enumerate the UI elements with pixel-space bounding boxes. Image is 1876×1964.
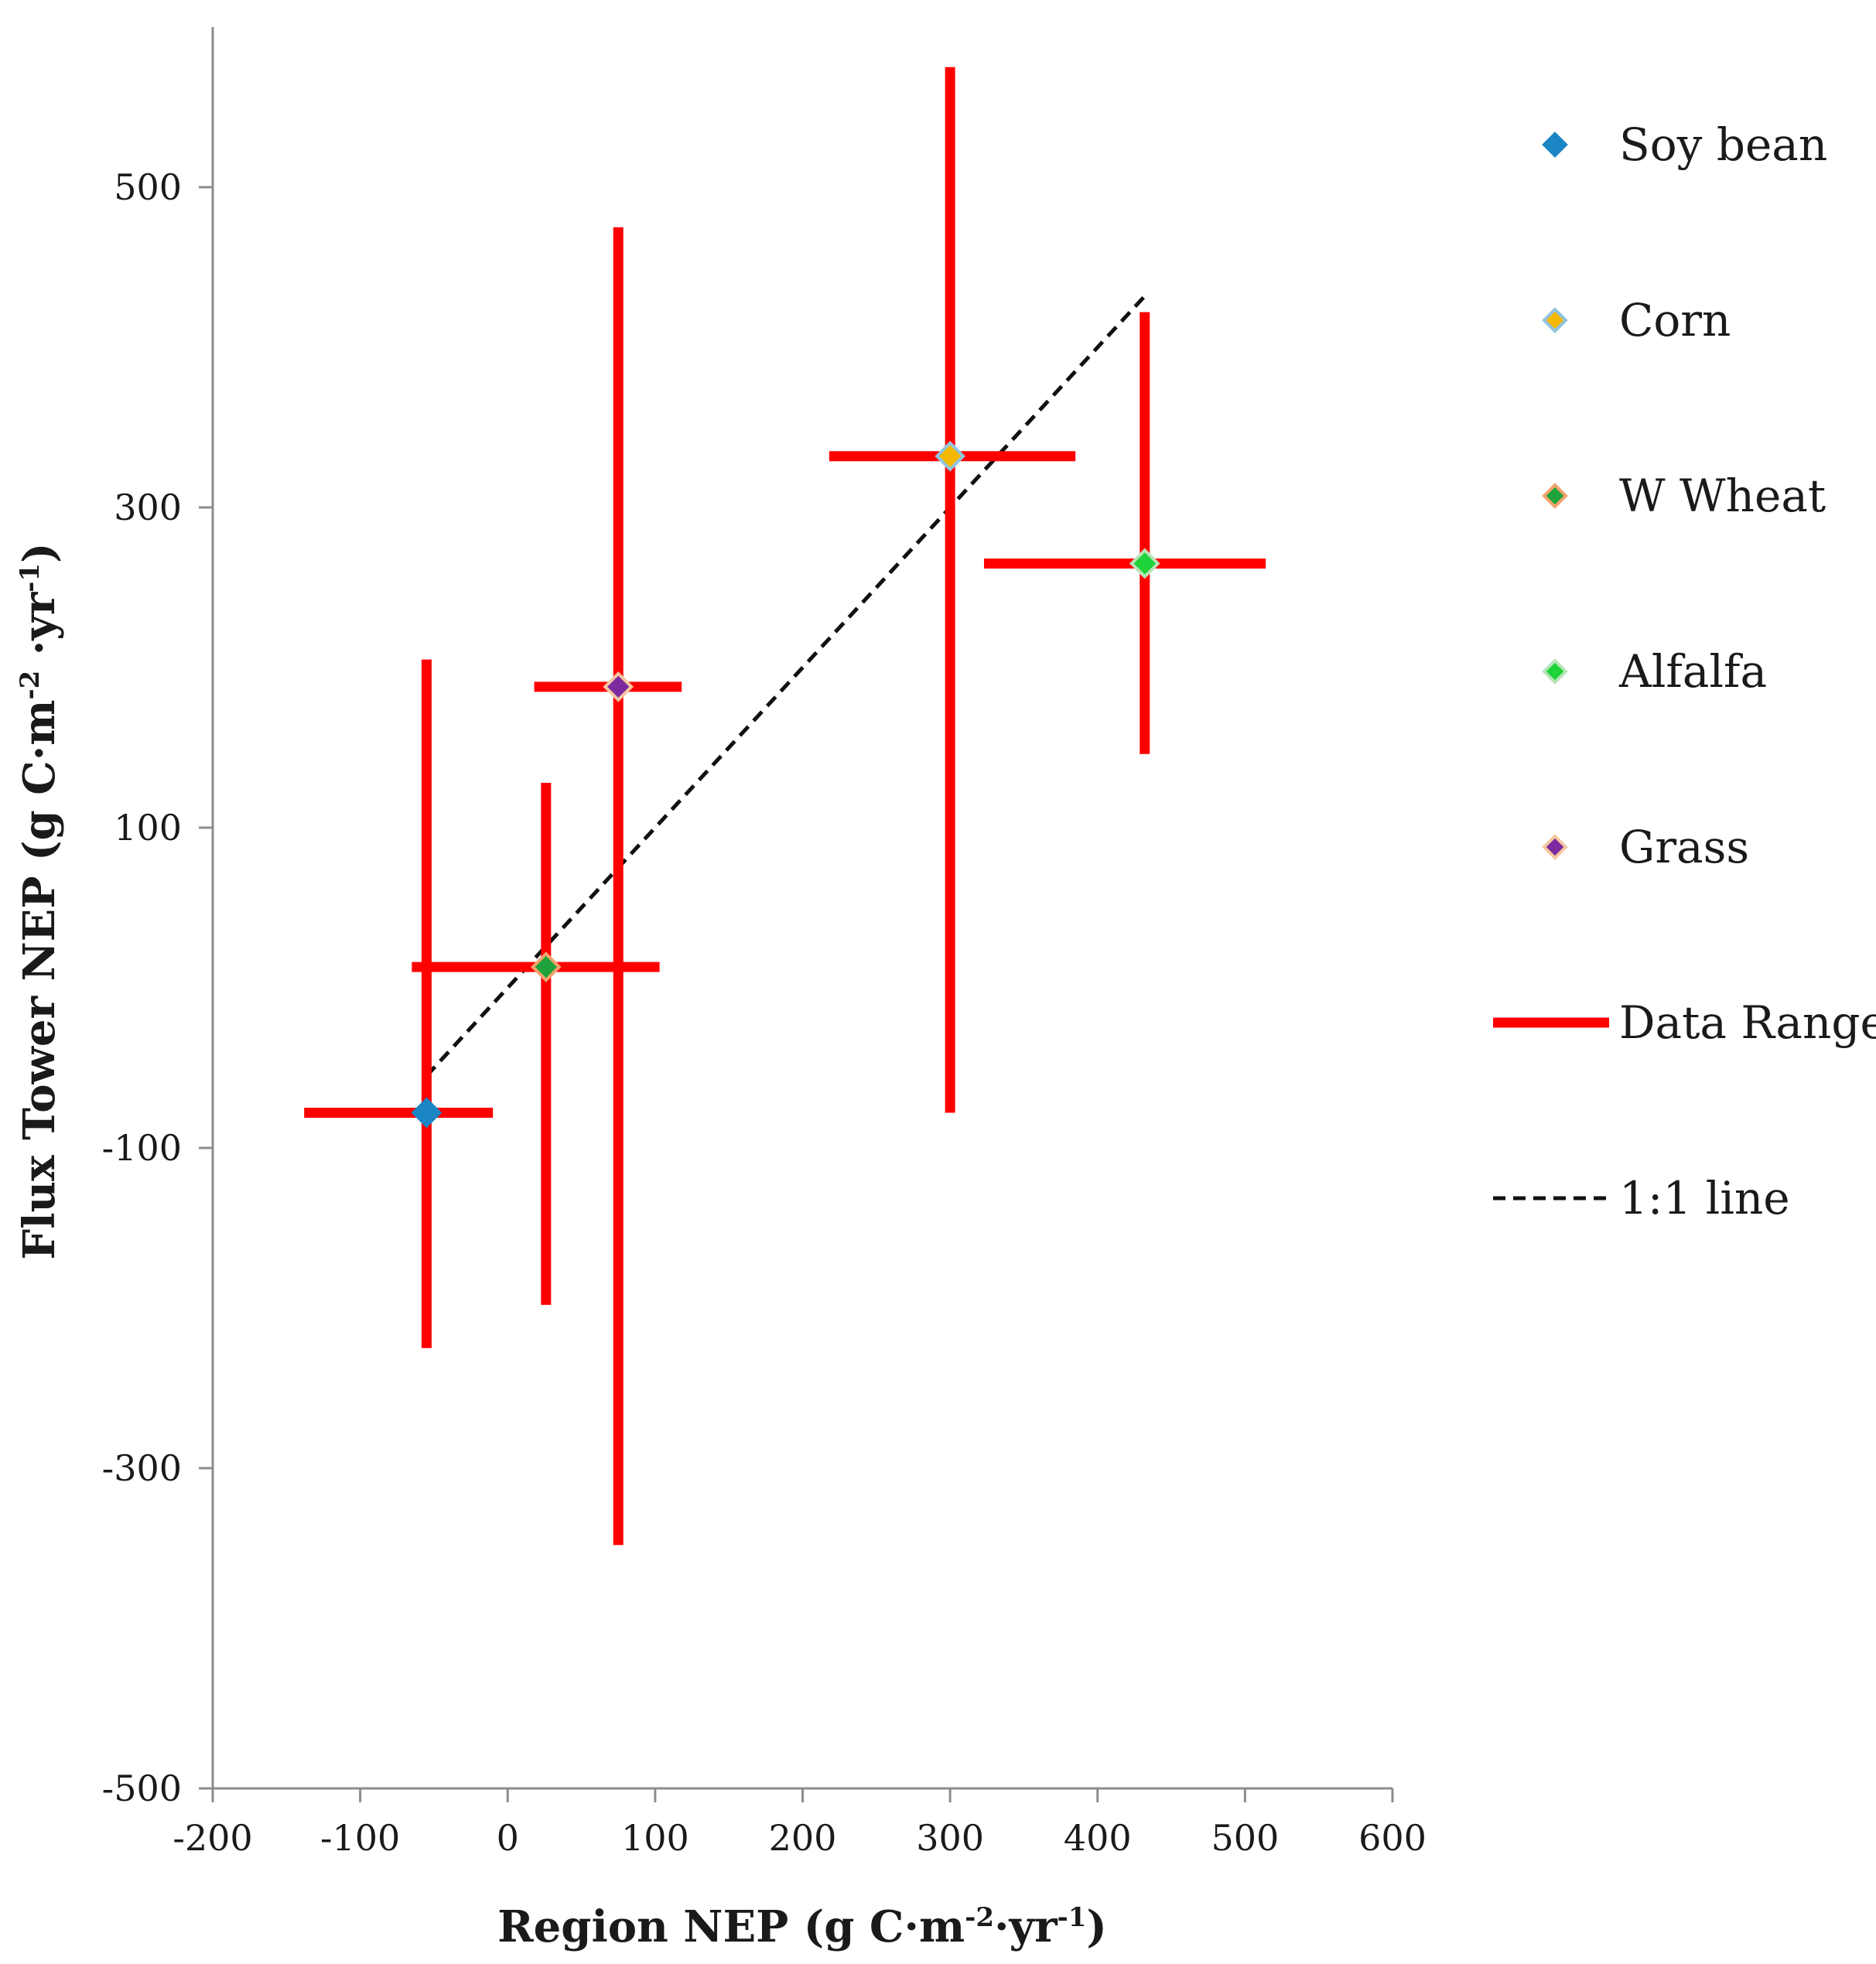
x-tick-label: -200	[173, 1817, 252, 1859]
y-tick-label: 300	[114, 487, 182, 528]
legend-label-alfalfa: Alfalfa	[1618, 645, 1767, 698]
x-tick-label: 100	[621, 1817, 689, 1859]
y-tick-label: -100	[102, 1127, 182, 1169]
legend-marker-w-wheat	[1542, 483, 1568, 509]
legend-label-soy-bean: Soy bean	[1619, 118, 1827, 171]
legend-label-grass: Grass	[1619, 821, 1749, 873]
x-tick-label: 300	[916, 1817, 984, 1859]
x-tick-label: -100	[320, 1817, 400, 1859]
one-to-one-line-group	[425, 295, 1146, 1078]
axes: -200 -100 0 100 200 300 400 500 600 -500 -300 -100…	[102, 27, 1427, 1859]
one-to-one-line	[425, 295, 1146, 1078]
x-tick-label: 200	[769, 1817, 837, 1859]
x-tick-label: 600	[1358, 1817, 1427, 1859]
point-alfalfa	[1129, 548, 1160, 579]
point-grass	[603, 671, 634, 702]
point-corn	[935, 440, 965, 472]
legend-label-data-range: Data Range	[1619, 996, 1876, 1049]
legend-marker-corn	[1542, 307, 1568, 333]
x-tick-label: 0	[497, 1817, 519, 1859]
legend-label-w-wheat: W Wheat	[1619, 470, 1826, 522]
y-tick-label: -500	[102, 1768, 182, 1809]
x-tick-label: 400	[1064, 1817, 1132, 1859]
x-axis-title: Region NEP (g C·m-2·yr-1)	[497, 1901, 1107, 1952]
legend-marker-alfalfa	[1542, 658, 1568, 685]
legend-marker-grass	[1542, 834, 1568, 860]
legend-label-corn: Corn	[1619, 294, 1731, 347]
y-tick-label: 100	[114, 807, 182, 849]
legend: Soy bean Corn W Wheat Alfalfa Grass Data Rang…	[1493, 118, 1876, 1225]
legend-label-1-1-line: 1:1 line	[1619, 1172, 1790, 1225]
y-axis-title: Flux Tower NEP (g C·m-2 ·yr-1)	[14, 542, 65, 1259]
error-bars	[304, 67, 1266, 1546]
data-points	[411, 440, 1160, 1129]
x-tick-label: 500	[1211, 1817, 1279, 1859]
legend-marker-soy-bean	[1542, 132, 1568, 158]
point-soy-bean	[411, 1097, 443, 1129]
y-tick-label: -300	[102, 1447, 182, 1489]
y-ticks: -500 -300 -100 100 300 500	[102, 166, 213, 1809]
point-w-wheat	[530, 951, 562, 982]
x-ticks: -200 -100 0 100 200 300 400 500 600	[173, 1788, 1427, 1859]
y-tick-label: 500	[114, 166, 182, 208]
